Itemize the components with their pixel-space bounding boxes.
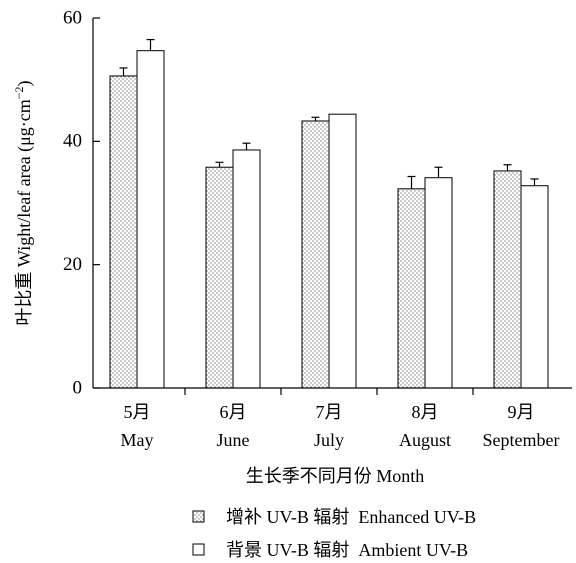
error-bar-series2-1 — [146, 38, 155, 51]
x-category-label-2: 6月 — [220, 402, 247, 422]
error-bar-series1-3 — [311, 116, 320, 121]
y-axis-title-superscript: −2 — [12, 86, 26, 99]
bar-series2-4 — [424, 177, 453, 389]
x-category-sublabel-5: September — [483, 430, 560, 450]
x-category-label-1: 5月 — [124, 402, 151, 422]
x-category-sublabel-1: May — [121, 430, 154, 450]
legend-item-enhanced: 增补 UV-B 辐射 Enhanced UV-B — [192, 507, 476, 527]
error-bar-series2-5 — [530, 178, 539, 186]
error-bar-series1-1 — [119, 67, 128, 76]
x-category-label-5: 9月 — [508, 402, 535, 422]
y-tick-label-60: 60 — [63, 7, 82, 28]
y-axis-title: 叶比重 Wight/leaf area (μg·cm−2) — [12, 80, 35, 325]
legend-swatch-enhanced — [192, 510, 205, 523]
bar-series2-5 — [520, 185, 549, 389]
y-tick-label-40: 40 — [63, 131, 82, 152]
x-category-label-3: 7月 — [316, 402, 343, 422]
x-category-sublabel-3: July — [314, 430, 344, 450]
x-axis-title: 生长季不同月份 Month — [246, 466, 425, 486]
bar-series1-1 — [109, 75, 138, 389]
error-bar-series1-2 — [215, 161, 224, 168]
legend: 增补 UV-B 辐射 Enhanced UV-B 背景 UV-B 辐射 Ambi… — [192, 507, 476, 560]
x-category-sublabel-2: June — [217, 430, 250, 450]
bar-series1-5 — [493, 170, 522, 389]
y-tick-label-20: 20 — [63, 254, 82, 275]
legend-item-ambient: 背景 UV-B 辐射 Ambient UV-B — [192, 540, 468, 560]
bar-series1-2 — [205, 166, 234, 389]
error-bar-series2-2 — [242, 142, 251, 150]
bar-series2-2 — [232, 149, 261, 389]
bar-series1-3 — [301, 120, 330, 389]
legend-label-ambient: 背景 UV-B 辐射 Ambient UV-B — [226, 540, 468, 560]
bar-series1-4 — [397, 188, 426, 389]
bar-series2-1 — [136, 50, 165, 389]
bar-series2-3 — [328, 113, 357, 389]
x-category-label-4: 8月 — [412, 402, 439, 422]
y-tick-label-0: 0 — [73, 377, 83, 398]
legend-swatch-ambient — [192, 543, 205, 556]
legend-label-enhanced: 增补 UV-B 辐射 Enhanced UV-B — [226, 507, 476, 527]
x-category-sublabel-4: August — [399, 430, 451, 450]
y-axis-title-close: ) — [14, 80, 35, 86]
error-bar-series1-4 — [407, 175, 416, 189]
error-bar-series2-4 — [434, 166, 443, 178]
error-bar-series1-5 — [503, 164, 512, 171]
